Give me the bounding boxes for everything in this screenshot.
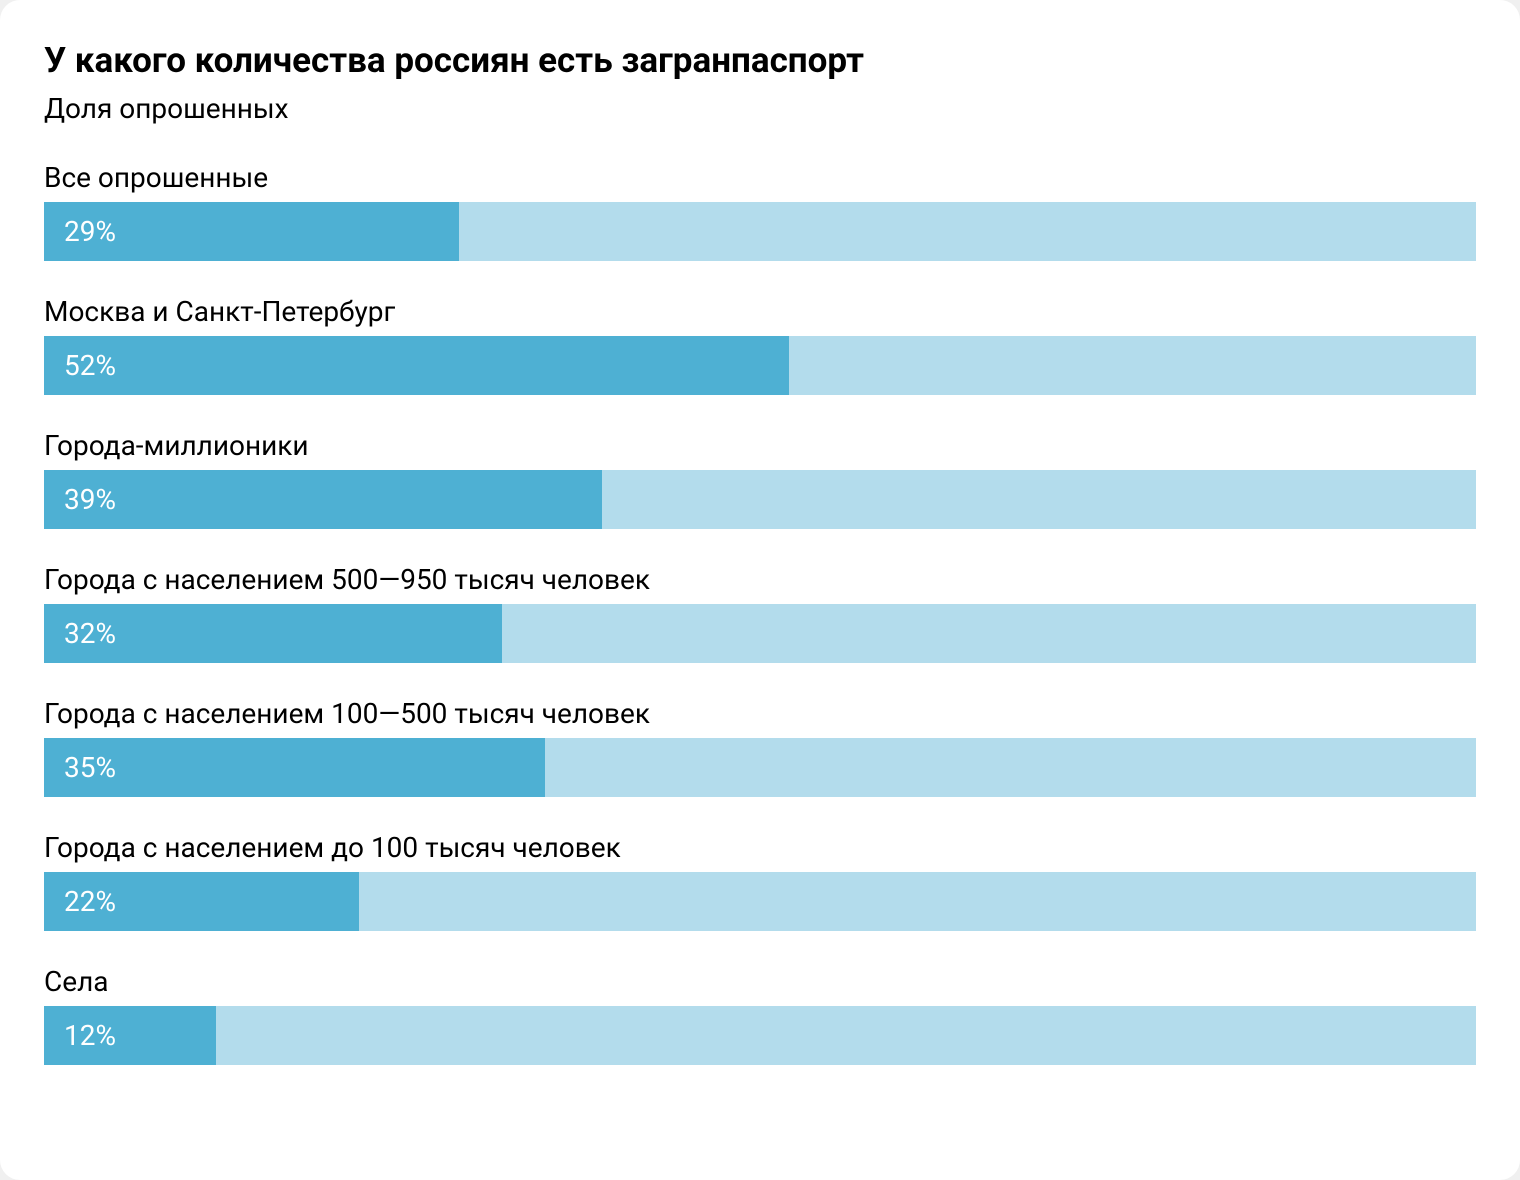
bar-label: Все опрошенные <box>44 161 1476 194</box>
bar-fill: 35% <box>44 738 545 797</box>
bar-fill: 12% <box>44 1006 216 1065</box>
bar-value: 29% <box>64 215 116 248</box>
bar-fill: 39% <box>44 470 602 529</box>
bar-label: Города с населением до 100 тысяч человек <box>44 831 1476 864</box>
bar-track: 39% <box>44 470 1476 529</box>
bar-label: Города-миллионики <box>44 429 1476 462</box>
bar-group: Города с населением до 100 тысяч человек… <box>44 831 1476 931</box>
bars-container: Все опрошенные 29% Москва и Санкт-Петербур… <box>44 161 1476 1065</box>
bar-track: 29% <box>44 202 1476 261</box>
bar-track: 32% <box>44 604 1476 663</box>
chart-title: У какого количества россиян есть загранп… <box>44 38 1476 84</box>
bar-label: Города с населением 100—500 тысяч челове… <box>44 697 1476 730</box>
chart-subtitle: Доля опрошенных <box>44 92 1476 125</box>
bar-group: Села 12% <box>44 965 1476 1065</box>
bar-label: Села <box>44 965 1476 998</box>
bar-group: Города с населением 100—500 тысяч челове… <box>44 697 1476 797</box>
bar-fill: 29% <box>44 202 459 261</box>
bar-value: 22% <box>64 885 116 918</box>
bar-value: 39% <box>64 483 116 516</box>
bar-value: 52% <box>64 349 116 382</box>
bar-value: 35% <box>64 751 116 784</box>
bar-track: 12% <box>44 1006 1476 1065</box>
bar-value: 12% <box>64 1019 116 1052</box>
chart-card: У какого количества россиян есть загранп… <box>0 0 1520 1180</box>
bar-fill: 32% <box>44 604 502 663</box>
bar-group: Все опрошенные 29% <box>44 161 1476 261</box>
bar-label: Москва и Санкт-Петербург <box>44 295 1476 328</box>
bar-fill: 22% <box>44 872 359 931</box>
bar-label: Города с населением 500—950 тысяч челове… <box>44 563 1476 596</box>
bar-group: Города-миллионики 39% <box>44 429 1476 529</box>
bar-track: 22% <box>44 872 1476 931</box>
bar-track: 35% <box>44 738 1476 797</box>
bar-track: 52% <box>44 336 1476 395</box>
bar-fill: 52% <box>44 336 789 395</box>
bar-value: 32% <box>64 617 116 650</box>
bar-group: Москва и Санкт-Петербург 52% <box>44 295 1476 395</box>
bar-group: Города с населением 500—950 тысяч челове… <box>44 563 1476 663</box>
